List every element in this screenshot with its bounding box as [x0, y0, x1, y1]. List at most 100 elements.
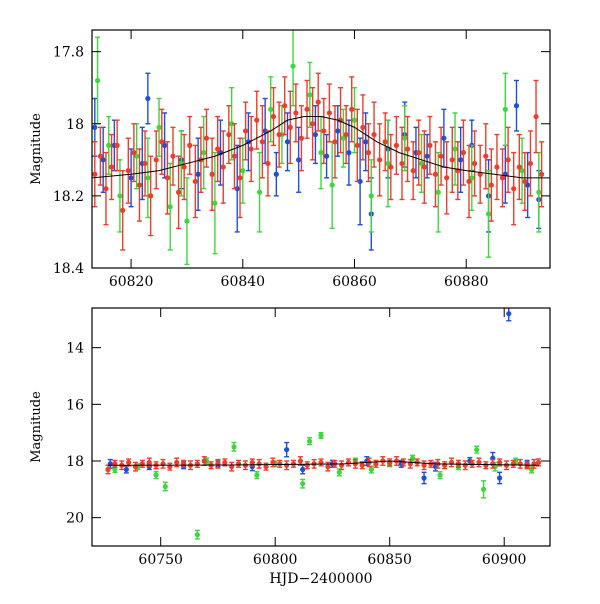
data-point — [106, 142, 112, 148]
data-point — [404, 146, 411, 152]
data-point — [410, 168, 416, 174]
data-point — [522, 178, 528, 185]
data-point — [359, 462, 365, 468]
data-point — [483, 153, 489, 159]
data-point — [497, 475, 503, 481]
data-point — [400, 459, 407, 466]
data-point — [304, 106, 310, 112]
data-point — [212, 200, 218, 206]
data-point — [469, 461, 475, 467]
data-point — [516, 164, 522, 170]
data-point — [476, 459, 482, 466]
data-point — [490, 461, 496, 467]
data-point — [325, 464, 331, 470]
y-tick-label: 17.8 — [53, 45, 84, 61]
data-point — [437, 472, 443, 478]
y-tick-label: 14 — [66, 341, 84, 357]
data-point — [318, 432, 324, 439]
data-point — [533, 113, 539, 120]
data-point — [181, 164, 187, 170]
data-point — [120, 207, 126, 213]
data-point — [474, 447, 480, 453]
y-tick-label: 18 — [66, 454, 84, 470]
data-point — [298, 135, 305, 141]
data-point — [125, 168, 131, 174]
data-point — [234, 186, 240, 192]
data-point — [326, 110, 332, 116]
data-point — [153, 157, 159, 163]
data-point — [160, 461, 166, 467]
data-point — [312, 131, 319, 138]
data-point — [123, 466, 129, 473]
data-point — [499, 175, 506, 181]
data-point — [287, 124, 293, 130]
data-point — [170, 153, 176, 159]
data-point — [195, 171, 201, 177]
data-point — [262, 128, 268, 134]
data-point — [97, 153, 103, 159]
data-point — [421, 164, 427, 170]
data-point — [382, 139, 388, 145]
data-point — [363, 139, 369, 145]
y-tick-label: 18 — [66, 117, 84, 133]
data-point — [393, 142, 400, 148]
data-point — [336, 469, 342, 475]
data-point — [502, 106, 508, 112]
data-point — [268, 106, 274, 112]
data-point — [220, 164, 226, 170]
data-point — [142, 160, 148, 167]
data-point — [525, 182, 531, 188]
data-point — [248, 146, 254, 152]
data-point — [265, 160, 271, 167]
data-point — [162, 483, 168, 490]
data-point — [175, 189, 182, 195]
data-point — [385, 160, 391, 167]
x-tick-label: 60900 — [482, 552, 527, 568]
data-point — [483, 462, 489, 468]
data-point — [321, 128, 327, 134]
data-point — [156, 124, 162, 130]
data-point — [345, 459, 352, 466]
data-point — [164, 175, 171, 181]
y-axis-label: Magnitude — [29, 391, 44, 463]
data-point — [222, 459, 228, 466]
data-point — [153, 472, 159, 478]
data-point — [368, 466, 374, 473]
data-point — [471, 160, 478, 167]
data-point — [100, 157, 106, 163]
data-point — [290, 63, 296, 69]
data-point — [462, 462, 468, 468]
plot-frame-bottom — [91, 307, 551, 547]
data-point — [402, 135, 408, 141]
data-point — [174, 459, 180, 466]
data-point — [237, 175, 243, 181]
data-point — [424, 153, 430, 159]
data-point — [460, 150, 467, 156]
data-point — [270, 459, 276, 466]
data-point — [373, 461, 379, 467]
y-tick-label: 16 — [66, 397, 84, 413]
data-point — [148, 193, 154, 199]
data-point — [346, 150, 352, 156]
data-point — [535, 459, 542, 466]
data-point — [201, 458, 207, 464]
data-point — [485, 211, 492, 217]
data-point — [300, 466, 306, 473]
x-axis-label: HJD−2400000 — [269, 571, 372, 587]
data-point — [231, 444, 237, 450]
data-point — [418, 160, 425, 167]
data-point — [134, 153, 140, 159]
data-point — [167, 204, 173, 210]
data-point — [254, 472, 260, 478]
data-point — [273, 171, 279, 177]
data-point — [438, 153, 444, 159]
data-point — [323, 153, 330, 159]
data-point — [114, 142, 120, 148]
data-point — [194, 461, 200, 467]
data-point — [517, 461, 523, 467]
x-tick-label: 60860 — [332, 274, 377, 290]
data-point — [226, 131, 232, 138]
data-point — [335, 128, 341, 134]
data-point — [203, 135, 210, 141]
data-point — [263, 464, 269, 470]
